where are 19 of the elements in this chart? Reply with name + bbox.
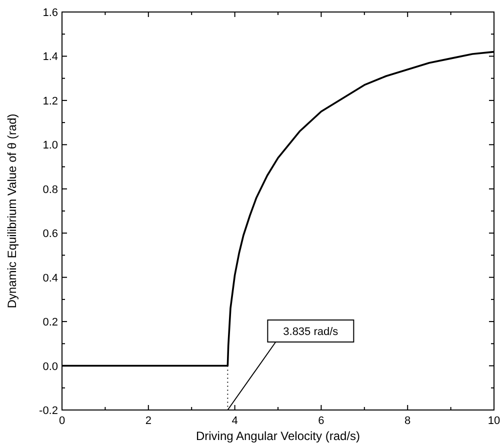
x-tick-label: 6 <box>318 415 324 427</box>
x-axis-title: Driving Angular Velocity (rad/s) <box>196 429 360 443</box>
x-tick-label: 2 <box>145 415 152 427</box>
y-tick-label: 0.8 <box>42 184 58 196</box>
x-tick-label: 4 <box>232 415 238 427</box>
y-tick-label: 1.2 <box>42 95 58 108</box>
y-tick-label: 0.4 <box>42 272 58 284</box>
y-tick-label: -0.2 <box>39 405 58 417</box>
y-tick-label: 1.4 <box>42 51 58 64</box>
y-tick-label: 1.6 <box>42 7 58 19</box>
ref-line-label: 3.835 rad/s <box>283 326 339 338</box>
x-tick-label: 8 <box>404 415 411 427</box>
y-tick-label: 0.0 <box>42 360 58 373</box>
x-tick-label: 10 <box>488 415 500 427</box>
y-axis-title: Dynamic Equilibrium Value of θ (rad) <box>5 114 19 308</box>
y-tick-label: 0.2 <box>42 316 58 329</box>
y-tick-label: 0.6 <box>42 228 58 240</box>
x-tick-label: 0 <box>58 415 66 427</box>
y-tick-label: 1.0 <box>42 140 58 152</box>
